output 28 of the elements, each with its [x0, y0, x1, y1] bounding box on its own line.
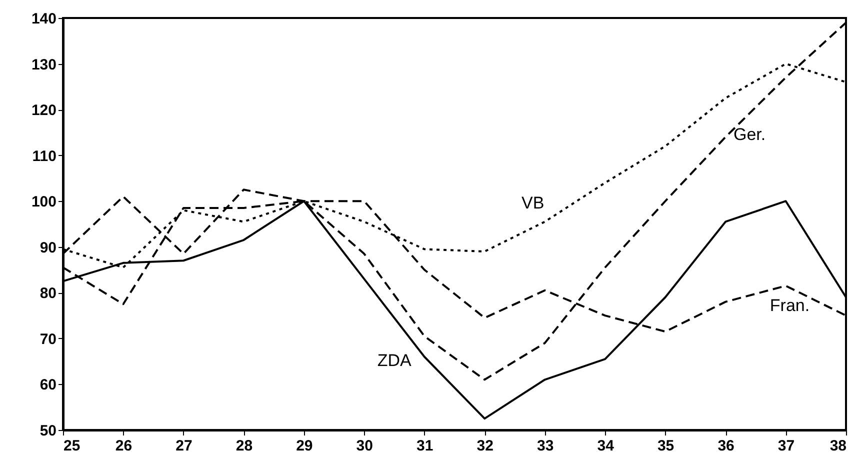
y-tick-label: 60	[40, 376, 56, 394]
y-tick-label: 90	[40, 239, 56, 256]
y-tick-label: 110	[32, 148, 56, 165]
x-tick-label: 30	[356, 438, 373, 454]
series-label: Fran.	[770, 296, 810, 315]
y-tick-label: 120	[31, 102, 56, 120]
x-tick-label: 36	[718, 438, 734, 454]
x-tick-label: 29	[296, 438, 313, 454]
x-tick-label: 25	[64, 438, 80, 454]
x-tick-label: 31	[416, 438, 434, 454]
y-tick-label: 50	[40, 422, 56, 440]
x-tick-label: 32	[476, 438, 494, 454]
y-tick-label: 140	[31, 10, 56, 28]
series-label: ZDA	[377, 350, 412, 370]
series-label: VB	[522, 194, 544, 213]
x-tick-label: 26	[115, 438, 132, 454]
x-tick-label: 27	[176, 438, 192, 454]
x-tick-label: 38	[830, 438, 846, 454]
x-tick-label: 28	[236, 438, 253, 454]
series-label: Ger.	[733, 125, 766, 144]
y-tick-label: 70	[40, 330, 56, 348]
y-tick-label: 130	[31, 56, 56, 74]
x-tick-label: 33	[537, 438, 554, 454]
y-tick-label: 80	[40, 285, 56, 302]
x-tick-label: 35	[657, 438, 674, 454]
x-tick-label: 34	[597, 438, 615, 454]
y-tick-label: 100	[31, 194, 56, 211]
x-tick-label: 37	[778, 438, 795, 454]
